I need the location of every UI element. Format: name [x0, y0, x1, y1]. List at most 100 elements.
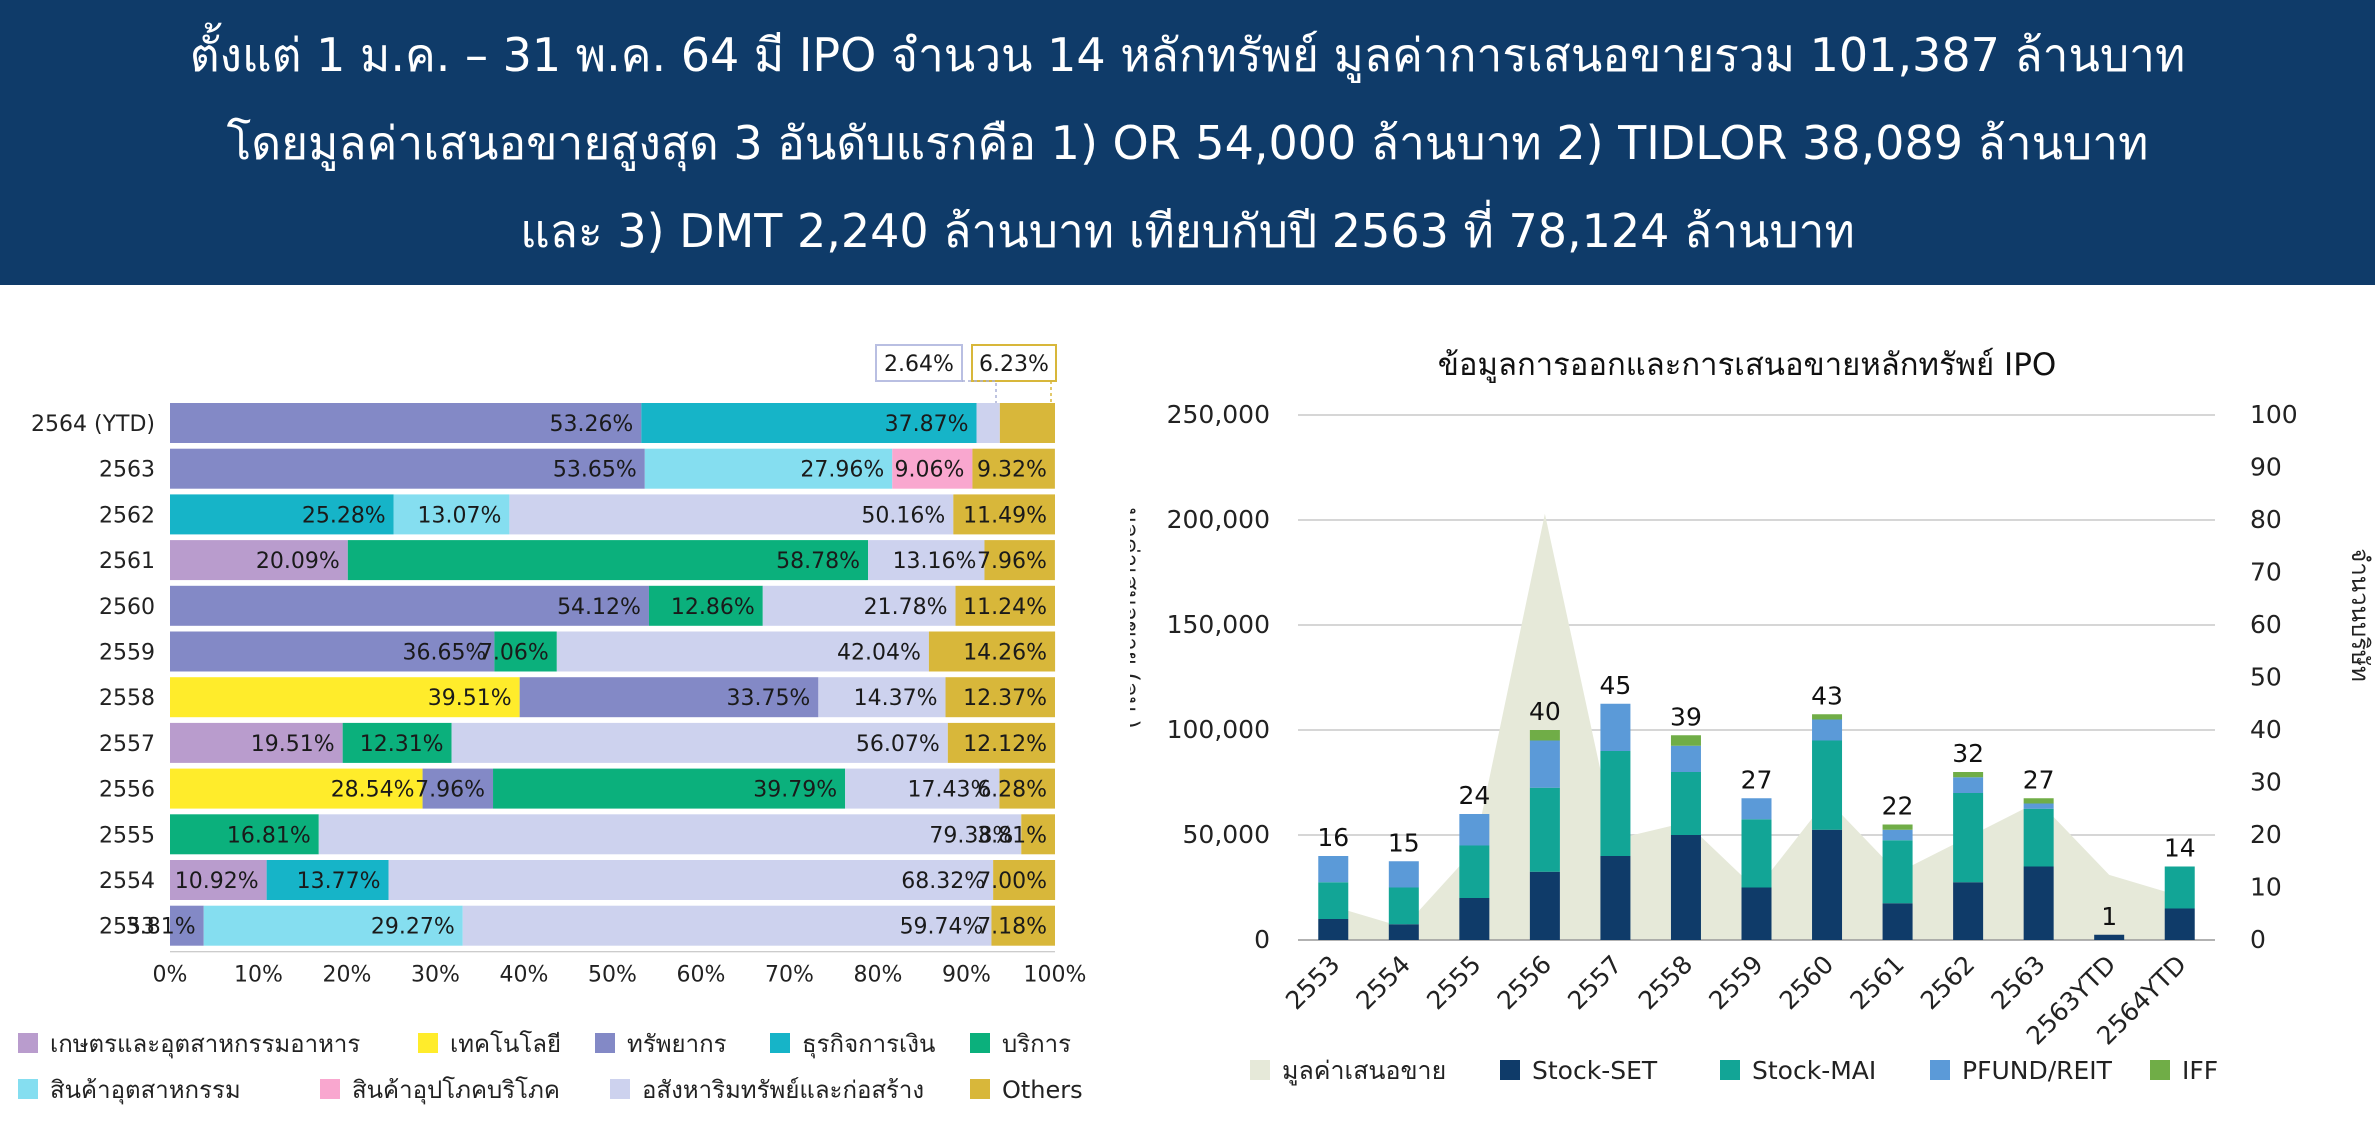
legend-item-label: PFUND/REIT [1962, 1056, 2113, 1085]
total-label: 39 [1670, 702, 1702, 731]
legend-item-swatch [320, 1079, 340, 1099]
column-segment [1529, 871, 1560, 940]
total-label: 24 [1458, 781, 1490, 810]
column-segment [1670, 745, 1701, 772]
column-segment [2164, 866, 2195, 909]
column-segment [1670, 735, 1701, 746]
data-label: 36.65% [402, 641, 486, 666]
x-tick-label: 2557 [1562, 950, 1627, 1015]
total-label: 27 [1741, 765, 1773, 794]
legend-item-swatch [18, 1079, 38, 1099]
bar-segment [991, 905, 1055, 946]
x-tick-label: 2560 [1774, 950, 1839, 1015]
bar-segment [867, 540, 985, 581]
y-tick-label: 0 [1254, 925, 1270, 954]
x-tick-label: 2558 [1633, 950, 1698, 1015]
y-tick-label: 250,000 [1167, 400, 1270, 429]
bar-segment [170, 494, 394, 535]
bar-segment [388, 860, 994, 900]
callout-box [875, 344, 963, 382]
data-label: 27.96% [800, 458, 884, 483]
column-segment [1882, 829, 1913, 841]
bar-segment [342, 722, 452, 763]
data-label: 59.74% [900, 915, 984, 940]
legend-item-swatch [770, 1033, 790, 1053]
data-label: 9.06% [895, 458, 965, 483]
column-segment [2023, 866, 2054, 940]
data-label: 12.86% [671, 595, 755, 620]
bar-segment [462, 905, 992, 946]
column-segment [1318, 919, 1349, 940]
x-tick-label: 10% [234, 963, 283, 988]
total-label: 16 [1317, 823, 1349, 852]
bar-segment [993, 860, 1056, 900]
bar-segment [519, 677, 819, 718]
y2-tick-label: 80 [2250, 505, 2282, 534]
data-label: 53.26% [549, 412, 633, 437]
bar-segment [762, 585, 956, 626]
data-label: 10.92% [175, 869, 259, 894]
total-label: 15 [1388, 828, 1420, 857]
legend-item-swatch [418, 1033, 438, 1053]
column-segment [1741, 798, 1772, 820]
x-tick-label: 2561 [1844, 950, 1909, 1015]
bar-segment [170, 448, 645, 489]
column-segment [1882, 824, 1913, 830]
legend-item-swatch [595, 1033, 615, 1053]
bar-segment [845, 768, 1000, 809]
total-label: 1 [2101, 902, 2117, 931]
x-tick-label: 2554 [1351, 950, 1416, 1015]
bar-segment [203, 905, 463, 946]
legend-item-swatch [18, 1033, 38, 1053]
data-label: 12.12% [963, 732, 1047, 757]
bar-segment [170, 768, 423, 809]
legend-item-label: สินค้าอุตสาหกรรม [50, 1076, 241, 1105]
data-label: 16.81% [227, 823, 311, 848]
category-label: 2560 [99, 595, 155, 620]
y2-tick-label: 60 [2250, 610, 2282, 639]
x-tick-label: 2553 [1280, 950, 1345, 1015]
column-segment [1388, 924, 1419, 940]
x-tick-label: 2563 [1985, 950, 2050, 1015]
y-tick-label: 100,000 [1167, 715, 1270, 744]
total-label: 14 [2164, 834, 2196, 863]
legend-item-label: IFF [2182, 1056, 2218, 1085]
data-label: 11.49% [963, 503, 1047, 528]
y-tick-label: 50,000 [1183, 820, 1270, 849]
x-tick-label: 20% [323, 963, 372, 988]
bar-segment [641, 403, 977, 443]
column-segment [1953, 882, 1984, 940]
data-label: 54.12% [557, 595, 641, 620]
legend-item-label: เทคโนโลยี [450, 1030, 561, 1058]
legend-item-label: Stock-SET [1532, 1056, 1658, 1085]
bar-segment [422, 768, 494, 809]
column-segment [1812, 719, 1843, 741]
category-label: 2563 [99, 458, 155, 483]
column-segment [1318, 856, 1349, 883]
y-tick-label: 150,000 [1167, 610, 1270, 639]
bar-segment [556, 631, 929, 672]
data-label: 7.96% [977, 549, 1047, 574]
data-label: 13.77% [297, 869, 381, 894]
column-segment [1953, 793, 1984, 883]
legend-item-label: เกษตรและอุตสาหกรรมอาหาร [50, 1030, 360, 1059]
sector-share-chart: 2564 (YTD) 53.26% 37.87% 2563 53.65% 27.96% 9.… [18, 344, 1086, 1105]
header-line-2: โดยมูลค่าเสนอขายสูงสุด 3 อันดับแรกคือ 1)… [226, 116, 2149, 170]
bar-segment [947, 722, 1056, 763]
bar-segment [1021, 814, 1055, 855]
data-label: 53.65% [553, 458, 637, 483]
header-line-3: และ 3) DMT 2,240 ล้านบาท เทียบกับปี 2563… [520, 204, 1855, 258]
bar-segment [266, 860, 389, 900]
bar-segment [648, 585, 763, 626]
bar-segment [318, 814, 1022, 855]
column-segment [1953, 772, 1984, 778]
x-tick-label: 2556 [1492, 950, 1557, 1015]
legend-item-label: อสังหาริมทรัพย์และก่อสร้าง [642, 1076, 924, 1104]
bar-segment [451, 722, 948, 763]
column-segment [1600, 751, 1631, 856]
y2-tick-label: 20 [2250, 820, 2282, 849]
y-axis-title: มูลค่าเสนอขาย (ลบ.) [1130, 507, 1144, 729]
column-segment [1529, 730, 1560, 741]
category-label: 2557 [99, 732, 155, 757]
callout-label: 6.23% [979, 352, 1049, 377]
